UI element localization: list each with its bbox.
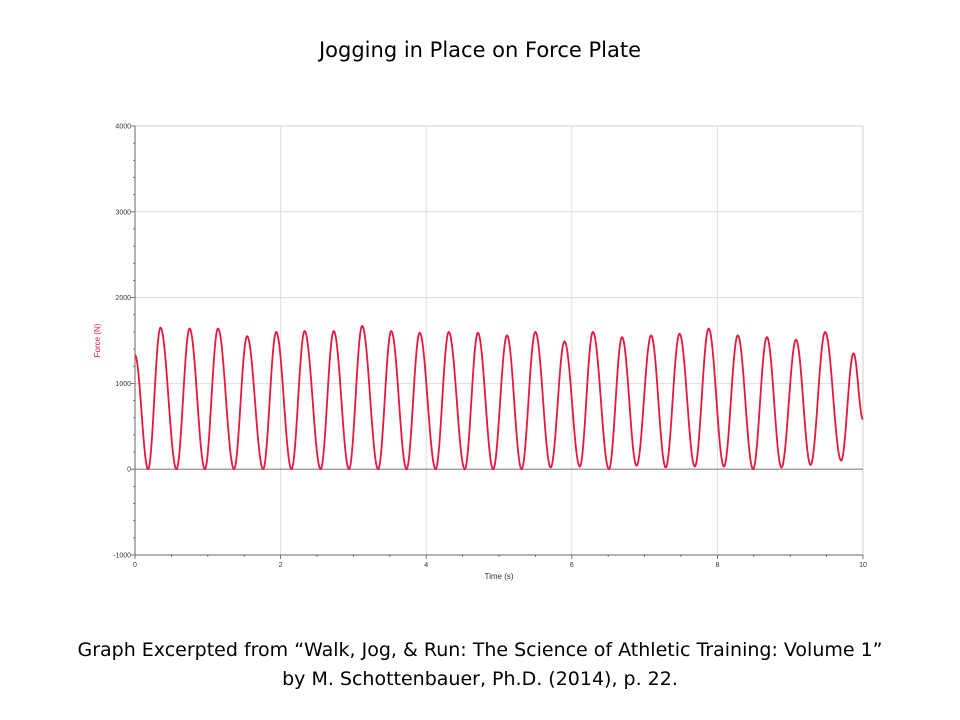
x-tick-label: 6 <box>570 562 574 569</box>
caption-line-2: by M. Schottenbauer, Ph.D. (2014), p. 22… <box>282 668 678 690</box>
y-axis-label: Force (N) <box>93 323 102 357</box>
y-tick-label: 4000 <box>115 124 131 131</box>
grid-lines <box>135 126 863 555</box>
x-tick-label: 0 <box>133 562 137 569</box>
y-tick-label: 2000 <box>115 295 131 302</box>
x-tick-label: 2 <box>279 562 283 569</box>
data-series <box>134 325 864 471</box>
axes <box>131 125 864 559</box>
slide-title: Jogging in Place on Force Plate <box>318 38 642 62</box>
caption-line-1: Graph Excerpted from “Walk, Jog, & Run: … <box>77 639 883 661</box>
x-tick-label: 4 <box>424 562 428 569</box>
y-tick-label: -1000 <box>113 553 131 560</box>
y-tick-label: 1000 <box>115 381 131 388</box>
force-series-line <box>134 325 864 471</box>
x-tick-label: 8 <box>715 562 719 569</box>
y-tick-label: 0 <box>127 467 131 474</box>
x-tick-labels: 0 2 4 6 8 10 <box>133 562 867 569</box>
x-tick-label: 10 <box>859 562 867 569</box>
source-caption: Graph Excerpted from “Walk, Jog, & Run: … <box>0 636 960 694</box>
x-axis-label: Time (s) <box>484 572 513 581</box>
y-tick-label: 3000 <box>115 209 131 216</box>
y-tick-labels: -1000 0 1000 2000 3000 4000 <box>113 124 131 560</box>
plot-frame <box>134 125 864 556</box>
